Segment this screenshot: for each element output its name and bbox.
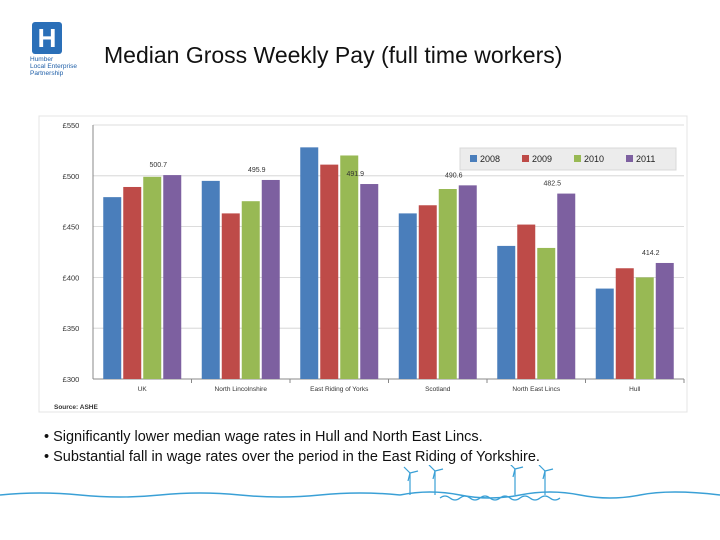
bar <box>595 288 614 379</box>
x-tick-label: East Riding of Yorks <box>310 386 369 393</box>
logo-line-1: Humber <box>30 56 54 63</box>
bar <box>615 268 634 379</box>
y-tick-label: £450 <box>63 223 80 232</box>
y-tick-label: £300 <box>63 375 80 384</box>
legend-swatch <box>522 155 529 162</box>
x-tick-label: Hull <box>629 386 641 393</box>
x-tick-label: North Lincolnshire <box>215 386 268 393</box>
bar <box>557 193 576 379</box>
data-label: 414.2 <box>642 250 660 257</box>
legend-label: 2011 <box>636 154 655 164</box>
bar <box>320 164 339 379</box>
bar <box>261 179 280 379</box>
bar-chart: £300 £350 £400 £450 £500 £550 UK North Lincolns… <box>38 115 688 413</box>
bar <box>497 245 516 379</box>
bar <box>418 205 437 379</box>
legend-swatch <box>626 155 633 162</box>
logo-mark: H <box>32 22 62 54</box>
logo: H Humber Local Enterprise Partnership <box>30 22 88 78</box>
bar <box>163 175 182 379</box>
bar <box>398 213 417 379</box>
bar <box>300 147 319 379</box>
bullet-list: • Significantly lower median wage rates … <box>44 427 540 467</box>
bar <box>517 224 536 379</box>
x-tick-label: UK <box>138 386 148 393</box>
bar <box>201 180 220 379</box>
bar <box>458 185 477 379</box>
legend-label: 2008 <box>480 154 500 164</box>
legend <box>459 147 677 171</box>
y-tick-label: £550 <box>63 121 80 130</box>
y-tick-label: £500 <box>63 172 80 181</box>
bullet-2: • Substantial fall in wage rates over th… <box>44 449 540 465</box>
bar <box>655 262 674 379</box>
data-label: 482.5 <box>543 181 561 188</box>
bar <box>103 197 122 379</box>
y-tick-label: £350 <box>63 324 80 333</box>
legend-swatch <box>470 155 477 162</box>
bullet-1: • Significantly lower median wage rates … <box>44 429 483 445</box>
y-tick-label: £400 <box>63 273 80 282</box>
bar <box>360 184 379 379</box>
wind-turbine-decoration <box>0 465 720 501</box>
data-label: 491.9 <box>346 171 364 178</box>
logo-line-2: Local Enterprise <box>30 63 77 70</box>
legend-swatch <box>574 155 581 162</box>
bar <box>241 201 260 379</box>
legend-label: 2009 <box>532 154 552 164</box>
data-label: 490.6 <box>445 172 463 179</box>
bar <box>143 176 162 379</box>
bar <box>537 247 556 379</box>
bar <box>123 186 142 379</box>
bar <box>340 155 359 379</box>
logo-line-3: Partnership <box>30 70 64 77</box>
bar <box>438 189 457 379</box>
x-tick-label: Scotland <box>425 386 451 393</box>
data-label: 495.9 <box>248 167 266 174</box>
bar <box>221 213 240 379</box>
x-tick-label: North East Lincs <box>512 386 560 393</box>
page-title: Median Gross Weekly Pay (full time worke… <box>104 42 563 68</box>
source-note: Source: ASHE <box>54 404 98 411</box>
legend-label: 2010 <box>584 154 604 164</box>
data-label: 500.7 <box>149 162 167 169</box>
bar <box>635 277 654 379</box>
